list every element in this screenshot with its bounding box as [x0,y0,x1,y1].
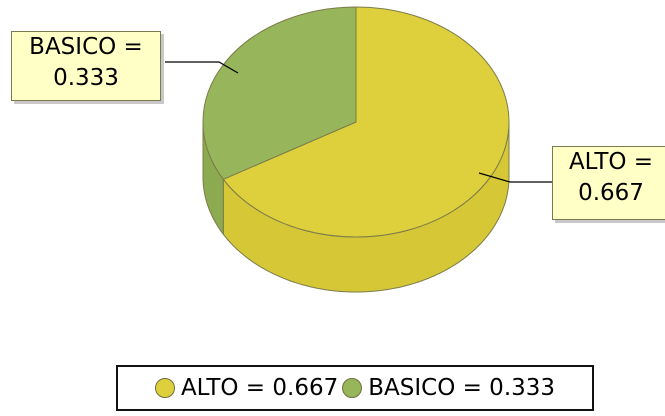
pie-slice-alto [222,6,510,238]
legend-swatch-basico [342,378,363,398]
legend-label-basico: BASICO = 0.333 [368,375,556,401]
legend-swatch-alto [154,378,175,398]
data-label-basico-line2: 0.333 [53,65,119,91]
data-label-alto: ALTO = 0.667 [552,146,665,220]
legend-item-alto: ALTO = 0.667 [154,375,339,401]
legend-label-alto: ALTO = 0.667 [180,375,339,401]
data-label-alto-line1: ALTO = [568,149,654,175]
pie-tops [202,6,510,238]
data-label-basico-line1: BASICO = [29,34,143,60]
data-label-basico: BASICO = 0.333 [11,31,161,101]
leader-line-basico [165,61,239,74]
legend: ALTO = 0.667 BASICO = 0.333 [116,365,594,411]
data-label-alto-line2: 0.667 [578,180,644,206]
leader-line-alto [478,172,552,183]
legend-item-basico: BASICO = 0.333 [342,375,555,401]
